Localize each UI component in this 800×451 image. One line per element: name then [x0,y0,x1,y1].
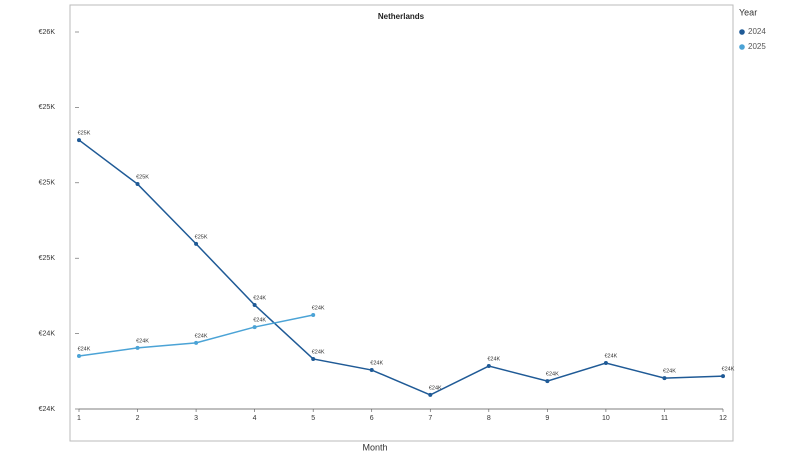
x-tick-label: 9 [545,415,549,422]
x-tick-label: 7 [428,415,432,422]
y-tick-label: €25K [39,180,56,187]
data-point [311,313,316,318]
data-point [194,340,199,345]
data-label: €24K [78,346,91,352]
x-tick-label: 10 [602,415,610,422]
x-tick-label: 12 [719,415,727,422]
data-label: €24K [604,353,617,359]
data-label: €25K [136,175,149,181]
data-label: €24K [429,385,442,391]
x-axis-title: Month [362,442,387,451]
legend-swatch [739,29,745,35]
x-tick-label: 6 [370,415,374,422]
data-point [486,364,491,369]
y-tick-label: €24K [39,406,56,413]
data-label: €24K [253,318,266,324]
series-line [78,139,724,396]
data-label: €24K [370,360,383,366]
x-tick-label: 5 [311,415,315,422]
data-point [545,379,550,384]
y-tick-label: €25K [39,104,56,111]
x-tick-label: 2 [136,415,140,422]
data-label: €24K [546,372,559,378]
x-tick-label: 1 [77,415,81,422]
data-point [252,325,257,330]
data-label: €25K [78,131,91,137]
x-tick-label: 11 [661,415,668,422]
data-point [135,345,140,350]
data-label: €24K [253,295,266,301]
legend-label: 2024 [748,27,766,36]
data-point [662,376,667,381]
data-point [135,182,140,187]
data-label: €24K [312,349,325,355]
legend-label: 2025 [748,42,766,51]
data-point [194,241,199,246]
x-tick-label: 3 [194,415,198,422]
y-tick-label: €25K [39,255,56,262]
x-tick-label: 4 [253,415,257,422]
data-label: €24K [487,356,500,362]
plot-frame [69,4,734,442]
data-label: €24K [722,367,735,373]
data-label: €24K [312,305,325,311]
data-point [603,361,608,366]
y-tick-label: €26K [39,29,56,36]
data-point [369,368,374,373]
y-tick-label: €24K [39,330,56,337]
data-point [252,302,257,307]
legend-title: Year [739,7,757,17]
data-point [428,392,433,397]
data-point [311,356,316,361]
data-point [77,353,81,358]
chart-title: Netherlands [378,12,425,21]
data-label: €24K [136,338,149,344]
legend-swatch [739,44,745,50]
x-tick-label: 8 [487,415,491,422]
data-point [77,138,81,143]
data-label: €24K [663,369,676,375]
data-point [721,374,725,379]
data-label: €25K [195,234,208,240]
data-label: €24K [195,333,208,339]
